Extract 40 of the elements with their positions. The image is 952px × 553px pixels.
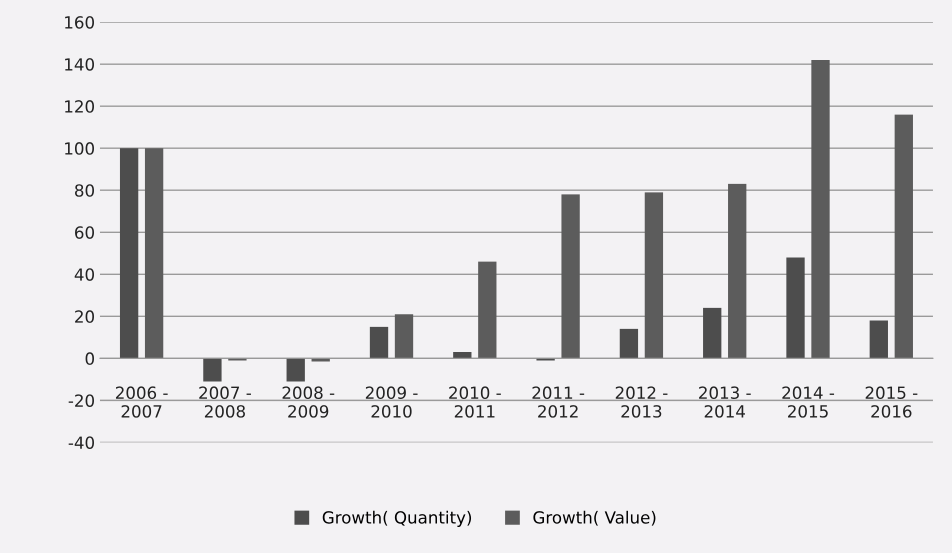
bar: [120, 148, 138, 358]
x-tick-label: 2006 - 2007: [116, 386, 168, 418]
bar: [144, 148, 164, 358]
bar: [870, 320, 888, 358]
y-tick-label: -40: [68, 436, 94, 449]
y-tick-label: 80: [75, 184, 94, 197]
x-tick-label: 2008 - 2009: [282, 386, 334, 418]
bar: [203, 358, 222, 382]
y-tick-label: -20: [68, 394, 94, 407]
bar: [894, 114, 913, 358]
bar: [286, 358, 305, 382]
x-tick-label: 2011 - 2012: [532, 386, 584, 418]
bar: [478, 262, 496, 358]
y-tick-label: 100: [65, 142, 94, 155]
bar: [394, 314, 414, 358]
bar: [703, 308, 722, 358]
bar: [786, 257, 805, 358]
x-tick-label: 2015 - 2016: [866, 386, 918, 418]
y-tick-label: 40: [74, 268, 94, 281]
x-tick-label: 2014 - 2015: [782, 386, 834, 418]
x-tick-label: 2009 - 2010: [366, 386, 418, 418]
y-tick-label: 140: [65, 58, 94, 71]
bar: [370, 326, 388, 358]
legend-label: Growth( Value): [533, 510, 656, 526]
y-tick-label: 0: [86, 352, 94, 365]
bar: [620, 328, 638, 358]
y-tick-label: 20: [75, 310, 94, 323]
y-tick-label: 160: [65, 16, 94, 29]
x-tick-label: 2010 - 2011: [449, 386, 501, 418]
bar: [811, 60, 830, 358]
y-tick-label: 120: [65, 100, 94, 113]
bar: [644, 192, 664, 358]
bar: [728, 184, 746, 358]
y-tick-label: 60: [75, 226, 94, 239]
x-tick-label: 2013 - 2014: [699, 386, 751, 418]
bar: [453, 352, 472, 358]
x-tick-label: 2007 - 2008: [199, 386, 251, 418]
legend-label: Growth( Quantity): [322, 510, 472, 527]
x-tick-label: 2012 - 2013: [616, 386, 668, 418]
bar: [561, 194, 580, 358]
